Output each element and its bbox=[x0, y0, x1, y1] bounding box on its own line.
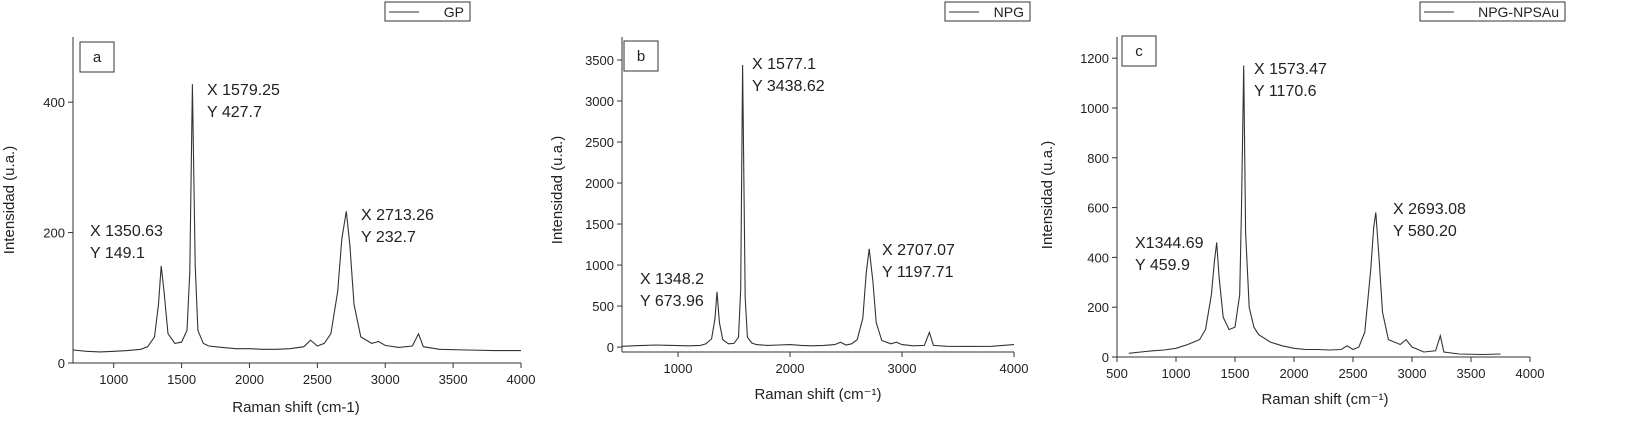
x-axis-label: Raman shift (cm⁻¹) bbox=[1261, 391, 1388, 408]
x-tick-label: 1000 bbox=[99, 372, 128, 387]
y-tick-label: 3500 bbox=[585, 53, 614, 68]
x-tick-label: 4000 bbox=[1516, 366, 1545, 381]
panel-label-box bbox=[623, 40, 659, 72]
spectrum-line bbox=[1128, 65, 1501, 356]
y-tick-label: 600 bbox=[1087, 201, 1109, 216]
x-tick-label: 3000 bbox=[1398, 366, 1427, 381]
legend-label: NPG-NPSAu bbox=[1478, 4, 1559, 20]
x-tick-label: 4000 bbox=[507, 372, 536, 387]
legend-box bbox=[944, 1, 1031, 22]
y-axis-label: Intensidad (u.a.) bbox=[1, 146, 18, 254]
x-tick-label: 3000 bbox=[888, 361, 917, 376]
peak-annotation: Y 1197.71 bbox=[882, 264, 954, 281]
panel-label: a bbox=[93, 49, 102, 66]
peak-annotation: Y 673.96 bbox=[640, 293, 704, 310]
y-tick-label: 0 bbox=[607, 340, 614, 355]
x-tick-label: 3000 bbox=[371, 372, 400, 387]
peak-annotation: X 1573.47 bbox=[1254, 61, 1327, 78]
y-tick-label: 0 bbox=[1102, 350, 1109, 365]
y-axis-label: Intensidad (u.a.) bbox=[1039, 141, 1056, 249]
peak-annotation: X 1577.1 bbox=[752, 56, 816, 73]
x-tick-label: 1500 bbox=[1221, 366, 1250, 381]
x-tick-label: 3500 bbox=[1457, 366, 1486, 381]
legend-box bbox=[1419, 1, 1566, 22]
y-tick-label: 2500 bbox=[585, 135, 614, 150]
peak-annotation: X 2693.08 bbox=[1393, 201, 1466, 218]
x-tick-label: 2000 bbox=[1280, 366, 1309, 381]
x-tick-label: 500 bbox=[1106, 366, 1128, 381]
x-tick-label: 2500 bbox=[1339, 366, 1368, 381]
y-tick-label: 800 bbox=[1087, 151, 1109, 166]
peak-annotation: Y 232.7 bbox=[361, 229, 416, 246]
y-tick-label: 0 bbox=[58, 356, 65, 371]
x-tick-label: 3500 bbox=[439, 372, 468, 387]
y-tick-label: 1500 bbox=[585, 217, 614, 232]
x-axis-label: Raman shift (cm⁻¹) bbox=[754, 386, 881, 403]
y-tick-label: 1000 bbox=[1080, 101, 1109, 116]
x-tick-label: 4000 bbox=[1000, 361, 1029, 376]
y-tick-label: 1000 bbox=[585, 258, 614, 273]
x-tick-label: 1000 bbox=[664, 361, 693, 376]
peak-annotation: Y 3438.62 bbox=[752, 78, 825, 95]
x-tick-label: 2000 bbox=[235, 372, 264, 387]
peak-annotation: X 1348.2 bbox=[640, 271, 704, 288]
peak-annotation: X 1350.63 bbox=[90, 223, 163, 240]
y-tick-label: 200 bbox=[1087, 300, 1109, 315]
peak-annotation: X1344.69 bbox=[1135, 235, 1204, 252]
x-axis-label: Raman shift (cm-1) bbox=[232, 399, 360, 416]
y-tick-label: 2000 bbox=[585, 176, 614, 191]
peak-annotation: X 2713.26 bbox=[361, 207, 434, 224]
peak-annotation: Y 149.1 bbox=[90, 245, 145, 262]
y-tick-label: 400 bbox=[43, 95, 65, 110]
legend-label: NPG bbox=[994, 4, 1024, 20]
peak-annotation: X 1579.25 bbox=[207, 82, 280, 99]
spectrum-line bbox=[621, 64, 1015, 347]
y-tick-label: 3000 bbox=[585, 94, 614, 109]
y-axis-label: Intensidad (u.a.) bbox=[549, 136, 566, 244]
peak-annotation: Y 1170.6 bbox=[1254, 83, 1317, 100]
y-tick-label: 500 bbox=[592, 299, 614, 314]
y-tick-label: 200 bbox=[43, 226, 65, 241]
peak-annotation: X 2707.07 bbox=[882, 242, 955, 259]
peak-annotation: Y 580.20 bbox=[1393, 223, 1457, 240]
panel-label: c bbox=[1135, 43, 1143, 60]
panel-label-box bbox=[1121, 35, 1157, 67]
x-tick-label: 1000 bbox=[1162, 366, 1191, 381]
spectrum-line bbox=[72, 84, 521, 353]
legend-label: GP bbox=[444, 4, 464, 20]
y-tick-label: 400 bbox=[1087, 250, 1109, 265]
x-tick-label: 2000 bbox=[776, 361, 805, 376]
legend-box bbox=[384, 1, 471, 22]
peak-annotation: Y 427.7 bbox=[207, 104, 262, 121]
panel-label: b bbox=[637, 48, 645, 65]
peak-annotation: Y 459.9 bbox=[1135, 257, 1190, 274]
x-tick-label: 1500 bbox=[167, 372, 196, 387]
y-tick-label: 1200 bbox=[1080, 51, 1109, 66]
panel-label-box bbox=[79, 41, 115, 73]
x-tick-label: 2500 bbox=[303, 372, 332, 387]
